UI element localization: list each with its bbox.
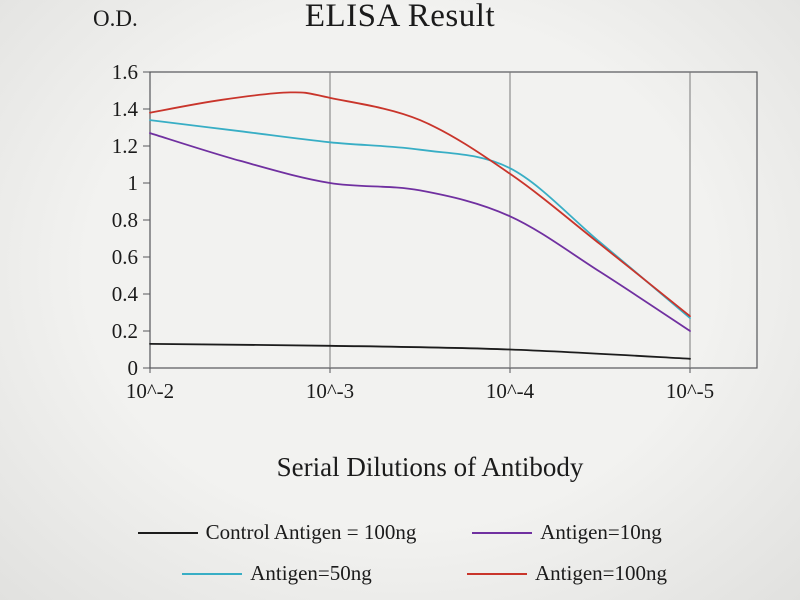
- legend-line-swatch: [137, 531, 198, 534]
- legend-label: Antigen=50ng: [250, 561, 372, 585]
- y-tick-label: 0.2: [112, 319, 138, 343]
- chart-legend: Control Antigen = 100ng Antigen=10ng Antig…: [112, 520, 692, 586]
- y-tick-label: 0.8: [112, 208, 138, 232]
- legend-line-swatch: [467, 572, 527, 575]
- legend-item: Control Antigen = 100ng: [112, 520, 442, 545]
- y-axis-title: O.D.: [93, 6, 138, 31]
- legend-item: Antigen=10ng: [442, 520, 692, 545]
- x-tick-label: 10^-2: [126, 379, 174, 403]
- y-tick-label: 0: [128, 356, 139, 380]
- legend-item: Antigen=50ng: [112, 561, 442, 586]
- y-tick-label: 0.4: [112, 282, 139, 306]
- legend-item: Antigen=100ng: [442, 561, 692, 586]
- series-line-3: [149, 91, 691, 318]
- chart-title: ELISA Result: [304, 0, 496, 34]
- series-line-0: [149, 343, 691, 360]
- x-tick-label: 10^-4: [486, 379, 535, 403]
- x-tick-label: 10^-5: [666, 379, 714, 403]
- y-tick-label: 1.4: [112, 97, 139, 121]
- y-tick-label: 1.2: [112, 134, 138, 158]
- legend-label: Control Antigen = 100ng: [205, 520, 417, 544]
- x-tick-label: 10^-3: [306, 379, 354, 403]
- y-tick-label: 1.6: [112, 60, 138, 84]
- legend-line-swatch: [472, 531, 533, 534]
- x-axis-title: Serial Dilutions of Antibody: [276, 452, 584, 482]
- plot-border: [149, 71, 758, 369]
- elisa-line-chart: 10^-2 10^-3 10^-4 10^-5 0 0.2 0.4 0.6 0.8 1 1.2 1.4…: [112, 60, 758, 403]
- series-line-2: [149, 119, 691, 319]
- y-tick-label: 1: [128, 171, 139, 195]
- legend-label: Antigen=100ng: [535, 561, 667, 585]
- legend-line-swatch: [182, 572, 243, 575]
- series-line-1: [149, 132, 691, 332]
- y-tick-label: 0.6: [112, 245, 138, 269]
- legend-label: Antigen=10ng: [540, 520, 662, 544]
